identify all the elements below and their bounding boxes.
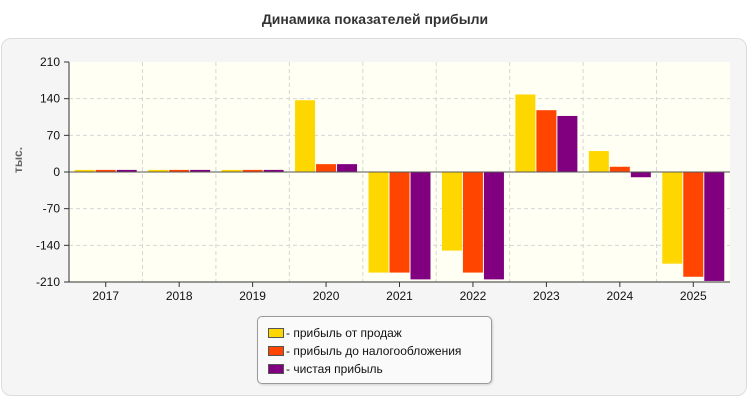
bar xyxy=(221,169,242,172)
legend-item-sales: - прибыль от продаж xyxy=(268,325,402,341)
legend-swatch-net xyxy=(268,363,284,374)
bar xyxy=(483,172,504,280)
y-tick-label: -70 xyxy=(43,202,61,216)
bar xyxy=(148,169,169,172)
bar xyxy=(515,94,536,172)
bar xyxy=(190,169,211,172)
bar xyxy=(337,164,358,172)
legend-swatch-pretax xyxy=(268,345,284,356)
chart-title: Динамика показателей прибыли xyxy=(261,11,489,27)
bar xyxy=(95,169,116,172)
bar xyxy=(410,172,431,280)
x-tick-label: 2017 xyxy=(92,289,119,303)
x-tick-label: 2022 xyxy=(460,289,487,303)
bar xyxy=(557,115,578,172)
legend-swatch-sales xyxy=(268,327,284,338)
x-tick-label: 2019 xyxy=(239,289,266,303)
bar xyxy=(441,172,462,251)
y-tick-label: 70 xyxy=(47,128,61,142)
legend-item-net: - чистая прибыль xyxy=(268,361,383,377)
bar xyxy=(704,172,725,281)
legend: - прибыль от продаж - прибыль до налогоо… xyxy=(257,316,492,384)
y-tick-label: 140 xyxy=(40,92,60,106)
bar xyxy=(389,172,410,273)
bar xyxy=(462,172,483,273)
bar xyxy=(169,169,190,172)
bar xyxy=(368,172,389,273)
bar xyxy=(588,151,609,172)
x-tick-label: 2025 xyxy=(680,289,707,303)
legend-item-pretax: - прибыль до налогообложения xyxy=(268,343,461,359)
y-tick-label: 210 xyxy=(40,55,60,69)
bar xyxy=(74,169,95,172)
bar xyxy=(263,169,284,172)
bar xyxy=(242,169,263,172)
x-tick-label: 2023 xyxy=(533,289,560,303)
bar xyxy=(295,100,316,172)
bar xyxy=(630,172,651,178)
x-tick-label: 2018 xyxy=(166,289,193,303)
x-tick-label: 2024 xyxy=(606,289,633,303)
bar xyxy=(609,166,630,172)
x-tick-label: 2021 xyxy=(386,289,413,303)
bar xyxy=(536,110,557,172)
bar xyxy=(316,164,337,172)
legend-label-sales: - прибыль от продаж xyxy=(286,326,402,340)
bar xyxy=(683,172,704,277)
legend-label-net: - чистая прибыль xyxy=(286,362,383,376)
x-tick-label: 2020 xyxy=(313,289,340,303)
y-tick-label: -210 xyxy=(36,275,60,289)
y-tick-label: 0 xyxy=(53,165,60,179)
bar xyxy=(662,172,683,264)
bar xyxy=(116,169,137,172)
legend-label-pretax: - прибыль до налогообложения xyxy=(286,344,462,358)
y-axis-label: тыс. xyxy=(11,147,25,173)
y-tick-label: -140 xyxy=(36,238,60,252)
